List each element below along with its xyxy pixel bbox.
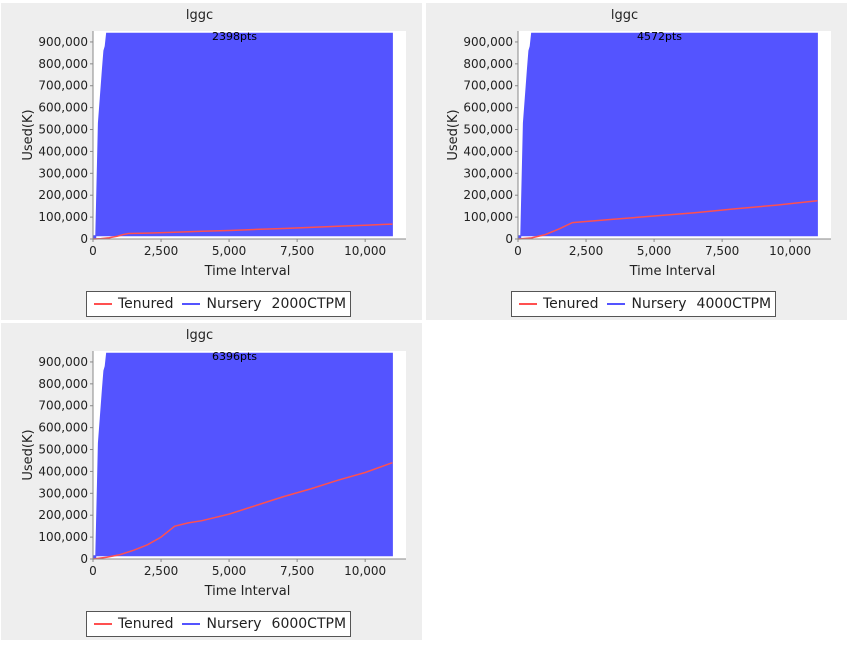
- chart-panel-2000ctpm: 0 100,000 200,000 300,000 400,000 500,000 600,…: [1, 3, 422, 320]
- legend: Tenured Nursery 2000CTPM: [86, 291, 352, 317]
- legend-tenured: Tenured: [543, 296, 599, 312]
- x-tick-label: 5,000: [212, 564, 246, 578]
- y-tick-label: 200,000: [463, 188, 513, 202]
- y-tick-label: 300,000: [38, 486, 88, 500]
- tenured-line: [517, 199, 818, 240]
- tenured-line: [92, 461, 393, 560]
- legend-tenured: Tenured: [118, 616, 174, 632]
- x-tick-label: 7,500: [280, 244, 314, 258]
- y-tick-label: 100,000: [463, 210, 513, 224]
- x-axis-label: Time Interval: [204, 584, 291, 599]
- y-tick-label: 900,000: [38, 355, 88, 369]
- y-tick-label: 600,000: [38, 421, 88, 435]
- x-tick-label: 0: [514, 244, 522, 258]
- y-tick-label: 100,000: [38, 530, 88, 544]
- y-axis-label: Used(K): [21, 109, 36, 160]
- y-tick-label: 0: [80, 232, 88, 246]
- y-tick-label: 100,000: [38, 210, 88, 224]
- x-tick-label: 5,000: [212, 244, 246, 258]
- y-tick-label: 800,000: [38, 377, 88, 391]
- tenured-line: [92, 223, 393, 240]
- tenured-swatch: [94, 623, 112, 625]
- chart-svg: 0 100,000 200,000 300,000 400,000 500,000 600,…: [21, 8, 406, 279]
- x-tick-label: 10,000: [344, 244, 386, 258]
- y-tick-label: 700,000: [463, 79, 513, 93]
- y-tick-label: 300,000: [463, 166, 513, 180]
- x-tick-label: 2,500: [144, 564, 178, 578]
- y-tick-label: 200,000: [38, 188, 88, 202]
- legend-tenured: Tenured: [118, 296, 174, 312]
- chart-svg: 0 100,000 200,000 300,000 400,000 500,000 600,…: [446, 8, 831, 279]
- nursery-swatch: [182, 623, 201, 625]
- y-tick-label: 700,000: [38, 79, 88, 93]
- y-tick-label: 0: [505, 232, 513, 246]
- tenured-swatch: [519, 303, 537, 305]
- tenured-swatch: [94, 303, 112, 305]
- y-tick-label: 700,000: [38, 399, 88, 413]
- y-tick-label: 200,000: [38, 508, 88, 522]
- chart-panel-6000ctpm: 0 100,000 200,000 300,000 400,000 500,000 600,…: [1, 323, 422, 640]
- x-tick-label: 5,000: [637, 244, 671, 258]
- x-tick-label: 10,000: [769, 244, 811, 258]
- legend-suffix: 4000CTPM: [696, 296, 772, 312]
- x-tick-label: 10,000: [344, 564, 386, 578]
- y-axis-label: Used(K): [21, 429, 36, 480]
- points-annotation: 6396pts: [212, 350, 257, 363]
- legend-nursery: Nursery: [631, 296, 687, 312]
- y-tick-label: 500,000: [38, 123, 88, 137]
- y-tick-label: 900,000: [38, 35, 88, 49]
- y-tick-label: 600,000: [463, 101, 513, 115]
- chart-title: lggc: [611, 8, 638, 23]
- y-tick-label: 0: [80, 552, 88, 566]
- x-axis-label: Time Interval: [204, 264, 291, 279]
- y-tick-label: 600,000: [38, 101, 88, 115]
- x-tick-label: 0: [89, 564, 97, 578]
- y-tick-label: 500,000: [463, 123, 513, 137]
- y-axis-label: Used(K): [446, 109, 461, 160]
- y-tick-label: 900,000: [463, 35, 513, 49]
- nursery-area: [517, 32, 818, 240]
- nursery-swatch: [182, 303, 201, 305]
- chart-title: lggc: [186, 8, 213, 23]
- x-tick-label: 7,500: [280, 564, 314, 578]
- y-tick-label: 400,000: [463, 144, 513, 158]
- nursery-area: [92, 32, 393, 240]
- legend-suffix: 6000CTPM: [271, 616, 347, 632]
- x-tick-label: 0: [89, 244, 97, 258]
- x-tick-label: 2,500: [569, 244, 603, 258]
- chart-title: lggc: [186, 328, 213, 343]
- x-tick-label: 7,500: [705, 244, 739, 258]
- y-tick-label: 400,000: [38, 464, 88, 478]
- chart-svg: 0 100,000 200,000 300,000 400,000 500,000 600,…: [21, 328, 406, 599]
- points-annotation: 2398pts: [212, 30, 257, 43]
- points-annotation: 4572pts: [637, 30, 682, 43]
- y-tick-label: 400,000: [38, 144, 88, 158]
- legend-suffix: 2000CTPM: [271, 296, 347, 312]
- chart-panel-4000ctpm: 0 100,000 200,000 300,000 400,000 500,000 600,…: [426, 3, 847, 320]
- legend-nursery: Nursery: [206, 616, 262, 632]
- y-tick-label: 300,000: [38, 166, 88, 180]
- y-tick-label: 800,000: [463, 57, 513, 71]
- legend: Tenured Nursery 6000CTPM: [86, 611, 352, 637]
- x-tick-label: 2,500: [144, 244, 178, 258]
- nursery-swatch: [607, 303, 626, 305]
- legend: Tenured Nursery 4000CTPM: [511, 291, 777, 317]
- y-tick-label: 800,000: [38, 57, 88, 71]
- nursery-area: [92, 352, 393, 560]
- x-axis-label: Time Interval: [629, 264, 716, 279]
- y-tick-label: 500,000: [38, 443, 88, 457]
- legend-nursery: Nursery: [206, 296, 262, 312]
